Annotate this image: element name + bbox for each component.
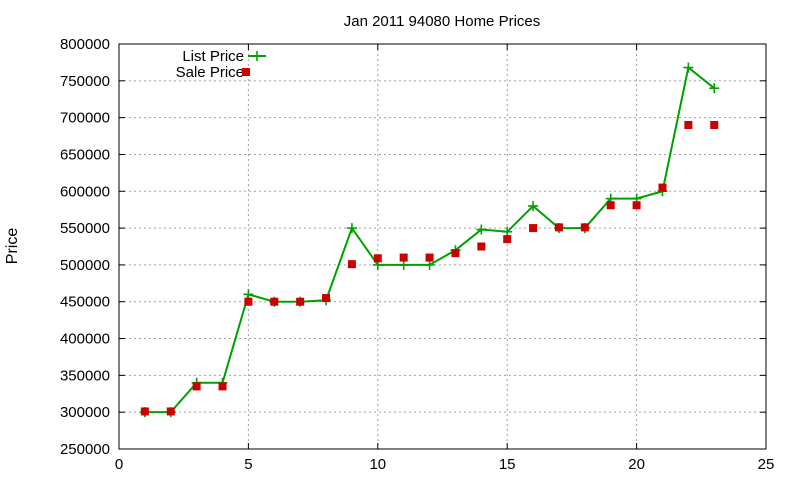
list-price-point bbox=[709, 83, 720, 94]
sale-price-point bbox=[140, 407, 149, 416]
list-price-point bbox=[476, 224, 487, 235]
y-tick-label: 800000 bbox=[60, 36, 110, 53]
sale-price-point bbox=[529, 224, 538, 233]
sale-price-point bbox=[451, 249, 460, 258]
y-tick-label: 550000 bbox=[60, 220, 110, 237]
x-tick-label: 25 bbox=[758, 456, 775, 473]
sale-price-point bbox=[658, 183, 667, 192]
sale-price-point bbox=[580, 223, 589, 232]
sale-price-point bbox=[503, 235, 512, 244]
y-tick-label: 300000 bbox=[60, 404, 110, 421]
sale-price-point bbox=[554, 223, 563, 232]
y-axis-label: Price bbox=[4, 228, 21, 265]
series-layer bbox=[139, 62, 720, 418]
plot-border bbox=[118, 43, 767, 450]
y-tick-label: 400000 bbox=[60, 331, 110, 348]
list-price-point bbox=[528, 201, 539, 211]
sale-price-point bbox=[270, 297, 279, 306]
y-tick-label: 250000 bbox=[60, 441, 110, 458]
sale-price-point bbox=[347, 260, 356, 269]
x-tick-label: 15 bbox=[499, 456, 516, 473]
sale-price-point bbox=[244, 297, 253, 306]
sale-price-point bbox=[373, 254, 382, 263]
sale-price-point bbox=[192, 382, 201, 391]
x-tick-label: 5 bbox=[244, 456, 252, 473]
list-price-point bbox=[398, 259, 409, 270]
y-tick-label: 750000 bbox=[60, 73, 110, 90]
sale-price-point bbox=[710, 121, 719, 129]
legend-label: List Price bbox=[182, 48, 244, 65]
y-tick-label: 700000 bbox=[60, 110, 110, 127]
sale-price-point bbox=[218, 382, 227, 391]
tick-layer: 0 5 10 15 20 25 250000 300000 350000 400000 450000… bbox=[60, 36, 774, 473]
y-tick-label: 350000 bbox=[60, 367, 110, 384]
list-price-point bbox=[424, 259, 435, 270]
list-price-point bbox=[243, 289, 254, 300]
sale-price-point bbox=[425, 253, 434, 262]
list-price-point bbox=[683, 62, 694, 73]
y-tick-label: 600000 bbox=[60, 183, 110, 200]
series-sale-price bbox=[140, 121, 719, 416]
list-price-point bbox=[502, 226, 513, 237]
sale-price-point bbox=[477, 242, 486, 251]
y-tick-label: 650000 bbox=[60, 146, 110, 163]
y-tick-label: 450000 bbox=[60, 294, 110, 311]
sale-price-point bbox=[322, 294, 331, 303]
sale-price-point bbox=[606, 201, 615, 210]
y-tick-label: 500000 bbox=[60, 257, 110, 274]
sale-price-point bbox=[166, 407, 175, 416]
legend-label: Sale Price bbox=[176, 64, 244, 81]
x-tick-label: 0 bbox=[115, 456, 123, 473]
sale-price-point bbox=[296, 297, 305, 306]
chart-title: Jan 2011 94080 Home Prices bbox=[344, 13, 541, 30]
legend-swatch-marker bbox=[242, 68, 250, 76]
x-tick-label: 10 bbox=[369, 456, 386, 473]
x-tick-label: 20 bbox=[628, 456, 645, 473]
list-price-point bbox=[346, 223, 357, 234]
sale-price-point bbox=[399, 253, 408, 262]
sale-price-point bbox=[632, 201, 641, 210]
sale-price-point bbox=[684, 121, 693, 129]
